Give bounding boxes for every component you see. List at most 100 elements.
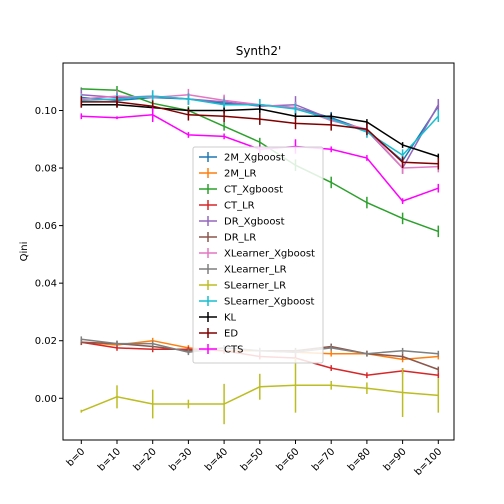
data-point	[437, 352, 440, 355]
legend-label: 2M_Xgboost	[224, 153, 285, 164]
y-tick-label: 0.00	[35, 394, 57, 405]
data-point	[223, 135, 225, 138]
legend-label: KL	[224, 313, 237, 324]
data-point	[80, 115, 83, 118]
data-point	[437, 115, 440, 118]
legend-label: XLearner_Xgboost	[224, 249, 315, 260]
legend-entry: DR_LR	[199, 232, 256, 244]
x-tick-label: b=90	[382, 446, 409, 473]
data-point	[223, 115, 225, 118]
data-point	[80, 338, 83, 341]
data-point	[116, 347, 118, 349]
plot-frame	[62, 62, 455, 441]
data-point	[401, 144, 404, 146]
data-point	[401, 200, 404, 202]
x-tick-label: b=30	[167, 446, 194, 473]
x-tick-label: b=70	[310, 446, 337, 473]
y-tick-label: 0.10	[35, 106, 57, 117]
data-point	[366, 374, 368, 377]
data-point	[437, 394, 440, 397]
y-tick-label: 0.06	[35, 221, 57, 232]
y-tick-label: 0.08	[35, 164, 57, 175]
data-point	[437, 187, 440, 189]
data-point	[259, 141, 261, 143]
data-point	[437, 368, 440, 371]
x-tick-label: b=0	[65, 446, 88, 469]
y-tick-label: 0.02	[35, 336, 57, 347]
legend-entry: SLearner_Xgboost	[199, 296, 315, 308]
legend-entry: CT_LR	[199, 200, 255, 212]
data-point	[401, 349, 404, 352]
data-point	[259, 118, 261, 120]
legend-box	[192, 146, 324, 364]
data-point	[151, 105, 154, 107]
data-point	[294, 115, 297, 118]
data-point	[437, 374, 440, 377]
legend-entry: KL	[199, 312, 237, 324]
data-point	[151, 342, 154, 345]
legend-entry: DR_Xgboost	[199, 216, 285, 228]
y-axis-title: Qini	[19, 242, 30, 262]
legend-entry: XLearner_Xgboost	[199, 248, 315, 260]
data-point	[401, 161, 404, 164]
legend-label: SLearner_LR	[224, 281, 286, 292]
data-point	[223, 103, 225, 106]
data-point	[330, 148, 333, 151]
x-tick-label: b=100	[413, 446, 445, 478]
data-point	[187, 98, 190, 100]
data-point	[223, 403, 225, 405]
data-point	[437, 155, 440, 158]
data-point	[330, 347, 333, 349]
x-tick-label: b=80	[346, 446, 373, 473]
data-point	[330, 352, 333, 355]
legend-label: CT_LR	[224, 201, 255, 212]
x-tick-label: b=60	[274, 446, 301, 473]
data-point	[330, 124, 333, 126]
x-tick-label: b=20	[132, 446, 159, 473]
data-point	[187, 403, 190, 405]
data-point	[80, 410, 83, 413]
x-tick-label: b=10	[96, 446, 123, 473]
series-layer	[80, 86, 440, 425]
data-point	[437, 103, 440, 106]
legend-label: CTS	[224, 345, 243, 356]
x-tick-label: b=50	[239, 446, 266, 473]
legend-entry: 2M_LR	[199, 168, 257, 180]
legend-entry: SLearner_LR	[199, 280, 286, 292]
x-tick-label: b=40	[203, 446, 230, 473]
data-point	[187, 114, 190, 116]
data-point	[366, 352, 368, 355]
data-point	[294, 384, 297, 387]
data-point	[80, 101, 83, 103]
data-point	[330, 384, 333, 387]
data-point	[151, 95, 154, 97]
data-point	[366, 121, 368, 123]
legend: 2M_Xgboost 2M_LR CT_Xgboost CT_LR DR_Xgboost…	[192, 146, 324, 364]
x-axis: b=0 b=10 b=20 b=30 b=40 b=50 b=60 b=70 b=80 b=90 b…	[65, 440, 445, 478]
data-point	[187, 351, 190, 354]
data-point	[366, 157, 368, 159]
data-point	[401, 391, 404, 394]
data-point	[401, 154, 404, 156]
legend-entry: 2M_Xgboost	[199, 152, 285, 164]
data-point	[366, 128, 368, 130]
legend-label: 2M_LR	[224, 169, 257, 180]
data-point	[294, 122, 297, 125]
y-axis: 0.00 0.02 0.04 0.06 0.08 0.10	[35, 106, 63, 405]
legend-entry: CT_Xgboost	[199, 184, 283, 196]
legend-entry: CTS	[199, 344, 243, 356]
data-point	[116, 116, 118, 119]
data-point	[437, 162, 440, 165]
series-slearner-lr	[80, 357, 440, 425]
data-point	[116, 396, 118, 398]
chart-title: Synth2'	[236, 44, 282, 58]
data-point	[294, 108, 297, 110]
data-point	[330, 115, 333, 118]
legend-label: DR_Xgboost	[224, 217, 285, 228]
legend-label: XLearner_LR	[224, 265, 287, 276]
data-point	[116, 342, 118, 345]
data-point	[259, 108, 261, 110]
data-point	[330, 367, 333, 369]
data-point	[401, 217, 404, 220]
data-point	[330, 181, 333, 184]
